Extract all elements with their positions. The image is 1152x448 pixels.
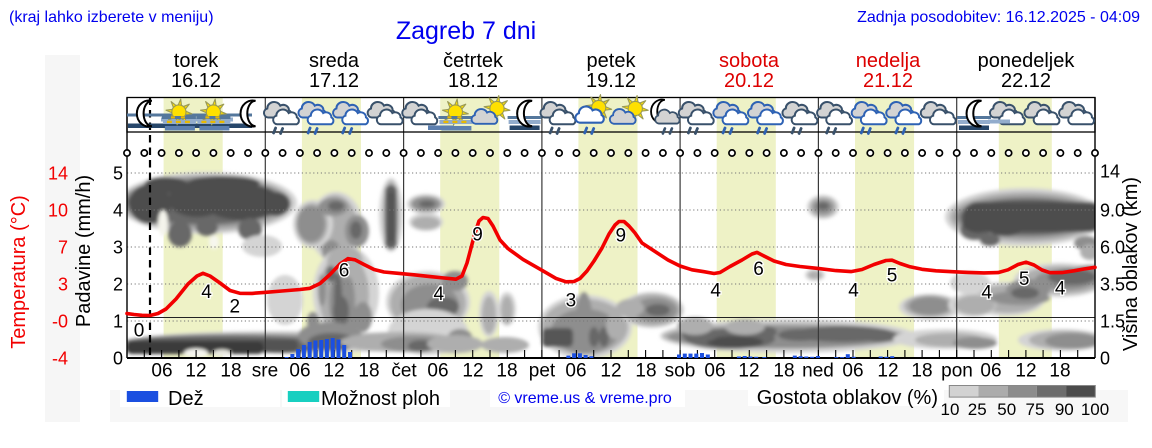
svg-text:10: 10 (48, 201, 68, 221)
svg-text:12: 12 (462, 361, 483, 382)
svg-text:12: 12 (1015, 361, 1036, 382)
svg-text:5: 5 (1019, 269, 1030, 290)
svg-text:7: 7 (58, 238, 68, 258)
svg-text:18: 18 (635, 361, 656, 382)
svg-text:12: 12 (185, 361, 206, 382)
svg-text:06: 06 (842, 361, 863, 382)
svg-text:6: 6 (339, 261, 350, 282)
svg-text:0: 0 (1100, 349, 1110, 369)
svg-text:90: 90 (1055, 400, 1074, 419)
svg-text:25: 25 (968, 400, 987, 419)
svg-text:sob: sob (665, 361, 696, 382)
svg-text:nedelja: nedelja (856, 50, 921, 72)
svg-text:06: 06 (289, 361, 310, 382)
svg-text:Gostota oblakov (%): Gostota oblakov (%) (757, 387, 938, 409)
svg-text:9: 9 (616, 226, 627, 247)
svg-text:1.5: 1.5 (1100, 312, 1125, 332)
svg-text:Zadnja posodobitev: 16.12.2025: Zadnja posodobitev: 16.12.2025 - 04:09 (857, 9, 1140, 26)
svg-text:2: 2 (113, 275, 123, 295)
svg-text:18: 18 (1049, 361, 1070, 382)
svg-text:9.0: 9.0 (1100, 201, 1125, 221)
svg-text:18: 18 (911, 361, 932, 382)
svg-text:Padavine (mm/h): Padavine (mm/h) (73, 175, 95, 327)
svg-text:4: 4 (113, 201, 123, 221)
svg-text:20.12: 20.12 (724, 70, 774, 92)
svg-text:19.12: 19.12 (586, 70, 636, 92)
svg-text:18.12: 18.12 (448, 70, 498, 92)
svg-text:Temperatura (°C): Temperatura (°C) (8, 195, 30, 349)
svg-text:3: 3 (113, 238, 123, 258)
svg-text:6: 6 (753, 259, 764, 280)
svg-text:sre: sre (252, 361, 278, 382)
svg-text:50: 50 (997, 400, 1016, 419)
svg-text:Višina oblakov (km): Višina oblakov (km) (1120, 177, 1142, 351)
svg-text:100: 100 (1081, 400, 1109, 419)
svg-text:sreda: sreda (309, 50, 360, 72)
svg-text:12: 12 (877, 361, 898, 382)
svg-text:9: 9 (472, 224, 483, 245)
svg-text:4: 4 (981, 283, 992, 304)
svg-text:18: 18 (496, 361, 517, 382)
svg-text:10: 10 (941, 400, 960, 419)
svg-text:3.5: 3.5 (1100, 275, 1125, 295)
svg-text:4: 4 (201, 282, 212, 303)
svg-text:12: 12 (738, 361, 759, 382)
svg-text:16.12: 16.12 (171, 70, 221, 92)
svg-text:0: 0 (113, 349, 123, 369)
svg-text:-4: -4 (52, 349, 68, 369)
svg-text:sobota: sobota (719, 50, 780, 72)
svg-text:-0: -0 (52, 312, 68, 332)
svg-text:pet: pet (529, 361, 556, 382)
svg-text:torek: torek (174, 50, 219, 72)
svg-text:18: 18 (358, 361, 379, 382)
svg-text:4: 4 (710, 280, 721, 301)
svg-text:21.12: 21.12 (863, 70, 913, 92)
svg-text:14: 14 (1100, 162, 1120, 182)
svg-text:5: 5 (113, 164, 123, 184)
svg-text:06: 06 (565, 361, 586, 382)
svg-text:4: 4 (434, 284, 445, 305)
svg-text:14: 14 (48, 164, 68, 184)
svg-text:(kraj lahko izberete v meniju): (kraj lahko izberete v meniju) (9, 9, 214, 26)
svg-text:12: 12 (600, 361, 621, 382)
svg-text:4: 4 (848, 280, 859, 301)
svg-text:4: 4 (1055, 278, 1066, 299)
svg-text:2: 2 (230, 297, 241, 318)
svg-text:06: 06 (427, 361, 448, 382)
svg-text:ponedeljek: ponedeljek (978, 50, 1076, 72)
svg-text:ned: ned (802, 361, 834, 382)
svg-text:0: 0 (134, 321, 145, 342)
svg-text:Zagreb 7 dni: Zagreb 7 dni (396, 17, 536, 45)
svg-text:17.12: 17.12 (309, 70, 359, 92)
svg-text:Možnost ploh: Možnost ploh (321, 388, 440, 410)
svg-text:čet: čet (391, 361, 417, 382)
svg-text:3: 3 (566, 291, 577, 312)
svg-text:5: 5 (887, 266, 898, 287)
svg-text:18: 18 (220, 361, 241, 382)
svg-text:© vreme.us & vreme.pro: © vreme.us & vreme.pro (498, 390, 672, 407)
svg-text:12: 12 (323, 361, 344, 382)
svg-text:18: 18 (773, 361, 794, 382)
svg-text:75: 75 (1026, 400, 1045, 419)
svg-text:četrtek: četrtek (443, 50, 504, 72)
svg-text:3: 3 (58, 275, 68, 295)
svg-text:06: 06 (151, 361, 172, 382)
svg-text:petek: petek (587, 50, 637, 72)
svg-text:22.12: 22.12 (1001, 70, 1051, 92)
svg-text:06: 06 (980, 361, 1001, 382)
svg-text:pon: pon (941, 361, 973, 382)
svg-text:6.0: 6.0 (1100, 238, 1125, 258)
svg-text:06: 06 (704, 361, 725, 382)
svg-text:Dež: Dež (168, 388, 204, 410)
svg-text:1: 1 (113, 312, 123, 332)
